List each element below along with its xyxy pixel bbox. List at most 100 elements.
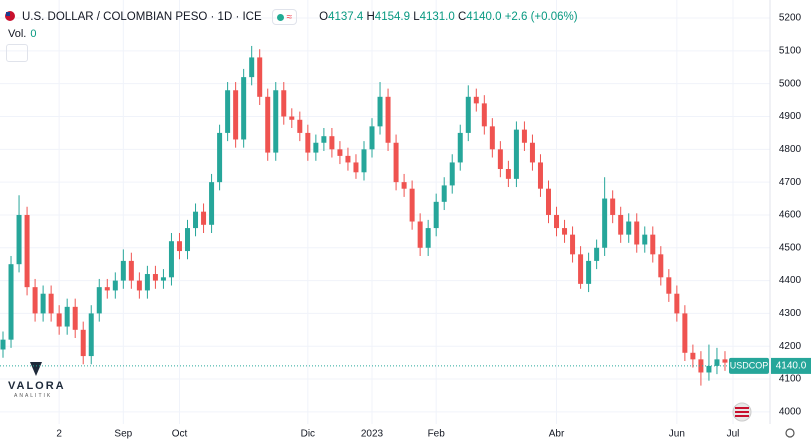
candle-body: [0, 339, 6, 350]
status-pill[interactable]: ≈: [271, 9, 298, 25]
candle-body: [401, 182, 407, 189]
y-tick-label: 4300: [779, 308, 802, 319]
ohlc-value: 4140.0: [466, 11, 502, 23]
x-tick-label: Jul: [727, 429, 740, 440]
candle-body: [337, 149, 343, 156]
y-tick-label: 4600: [779, 210, 802, 221]
candle-body: [112, 280, 118, 291]
watermark-tagline: ANALITIK: [14, 393, 53, 399]
x-tick-label: Dic: [301, 429, 315, 440]
candle-body: [225, 90, 231, 133]
candle-body: [321, 136, 327, 143]
candle-body: [626, 221, 632, 235]
symbol-tag-bg: [729, 357, 769, 374]
candle-body: [193, 211, 199, 229]
candle-body: [128, 260, 134, 281]
candle-body: [249, 57, 255, 78]
candle-body: [570, 234, 576, 255]
candle-body: [658, 254, 664, 278]
candle-body: [393, 142, 399, 183]
candle-body: [441, 185, 447, 202]
x-tick-label: 2: [56, 429, 62, 440]
chart-title: U.S. DOLLAR / COLOMBIAN PESO · 1D · ICE: [22, 11, 262, 23]
candle-body: [72, 306, 78, 330]
candle-body: [345, 155, 351, 163]
flag-canton: [6, 12, 10, 16]
candle-body: [409, 188, 415, 222]
y-tick-label: 4000: [779, 406, 802, 417]
candle-body: [554, 214, 560, 229]
candle-body: [32, 287, 38, 314]
settings-icon[interactable]: [785, 428, 795, 438]
ohlc-legend: O4137.4 H4154.9 L4131.0 C4140.0 +2.6 (+0…: [319, 11, 577, 23]
legend-header: U.S. DOLLAR / COLOMBIAN PESO · 1D · ICE …: [22, 9, 578, 25]
candle-body: [201, 211, 207, 225]
candle-body: [88, 313, 94, 357]
ohlc-key: L: [413, 11, 420, 23]
y-tick-label: 4500: [779, 242, 802, 253]
candle-body: [120, 260, 126, 281]
candle-body: [714, 359, 720, 366]
x-tick-label: 2023: [361, 429, 384, 440]
candle-body: [185, 228, 191, 252]
candle-body: [56, 313, 62, 327]
candle-body: [377, 96, 383, 127]
logo-mark: [30, 362, 42, 376]
ohlc-key: H: [366, 11, 375, 23]
ohlc-key: C: [457, 11, 467, 23]
candle-body: [136, 280, 142, 291]
candle-body: [329, 136, 335, 150]
y-tick-label: 5200: [779, 13, 802, 24]
candle-body: [80, 329, 86, 357]
candle-body: [690, 352, 696, 360]
candle-body: [48, 293, 54, 314]
volume-legend: Vol. 0: [8, 28, 36, 40]
candle-body: [168, 241, 174, 278]
x-tick-label: Feb: [428, 429, 446, 440]
candle-body: [353, 162, 359, 173]
candle-body: [417, 221, 423, 248]
candle-body: [313, 142, 319, 153]
y-tick-label: 4100: [779, 374, 802, 385]
candle-body: [642, 234, 648, 245]
y-tick-label: 4200: [779, 341, 802, 352]
y-tick-label: 5100: [779, 46, 802, 57]
candle-body: [433, 201, 439, 229]
candle-body: [425, 228, 431, 248]
candle-body: [586, 260, 592, 284]
candle-body: [305, 132, 311, 153]
candle-body: [297, 119, 303, 133]
candle-body: [273, 90, 279, 153]
candle-body: [529, 142, 535, 163]
candle-body: [465, 96, 471, 133]
candle-body: [602, 198, 608, 248]
candle-body: [361, 149, 367, 173]
change: +2.6 (+0.06%): [504, 11, 578, 23]
candle-body: [24, 214, 30, 288]
candle-body: [217, 132, 223, 183]
price-tag: 4140.0: [776, 361, 807, 372]
y-tick-label: 4700: [779, 177, 802, 188]
candle-body: [64, 306, 70, 327]
candle-body: [634, 221, 640, 245]
candle-body: [682, 313, 688, 353]
volume-value: 0: [30, 28, 37, 40]
candle-body: [265, 96, 271, 153]
candle-body: [385, 96, 391, 143]
candle-body: [369, 126, 375, 150]
candle-body: [650, 234, 656, 255]
candle-body: [666, 277, 672, 294]
candle-body: [706, 365, 712, 373]
candle-body: [521, 129, 527, 143]
price-tag-bg: [771, 357, 811, 374]
candle-body: [698, 359, 704, 373]
y-tick-label: 4400: [779, 275, 802, 286]
candle-body: [96, 287, 102, 314]
collapse-button[interactable]: [6, 44, 28, 62]
y-tick-label: 4900: [779, 111, 802, 122]
candle-body: [449, 162, 455, 186]
candle-body: [497, 149, 503, 170]
candle-body: [562, 228, 568, 235]
